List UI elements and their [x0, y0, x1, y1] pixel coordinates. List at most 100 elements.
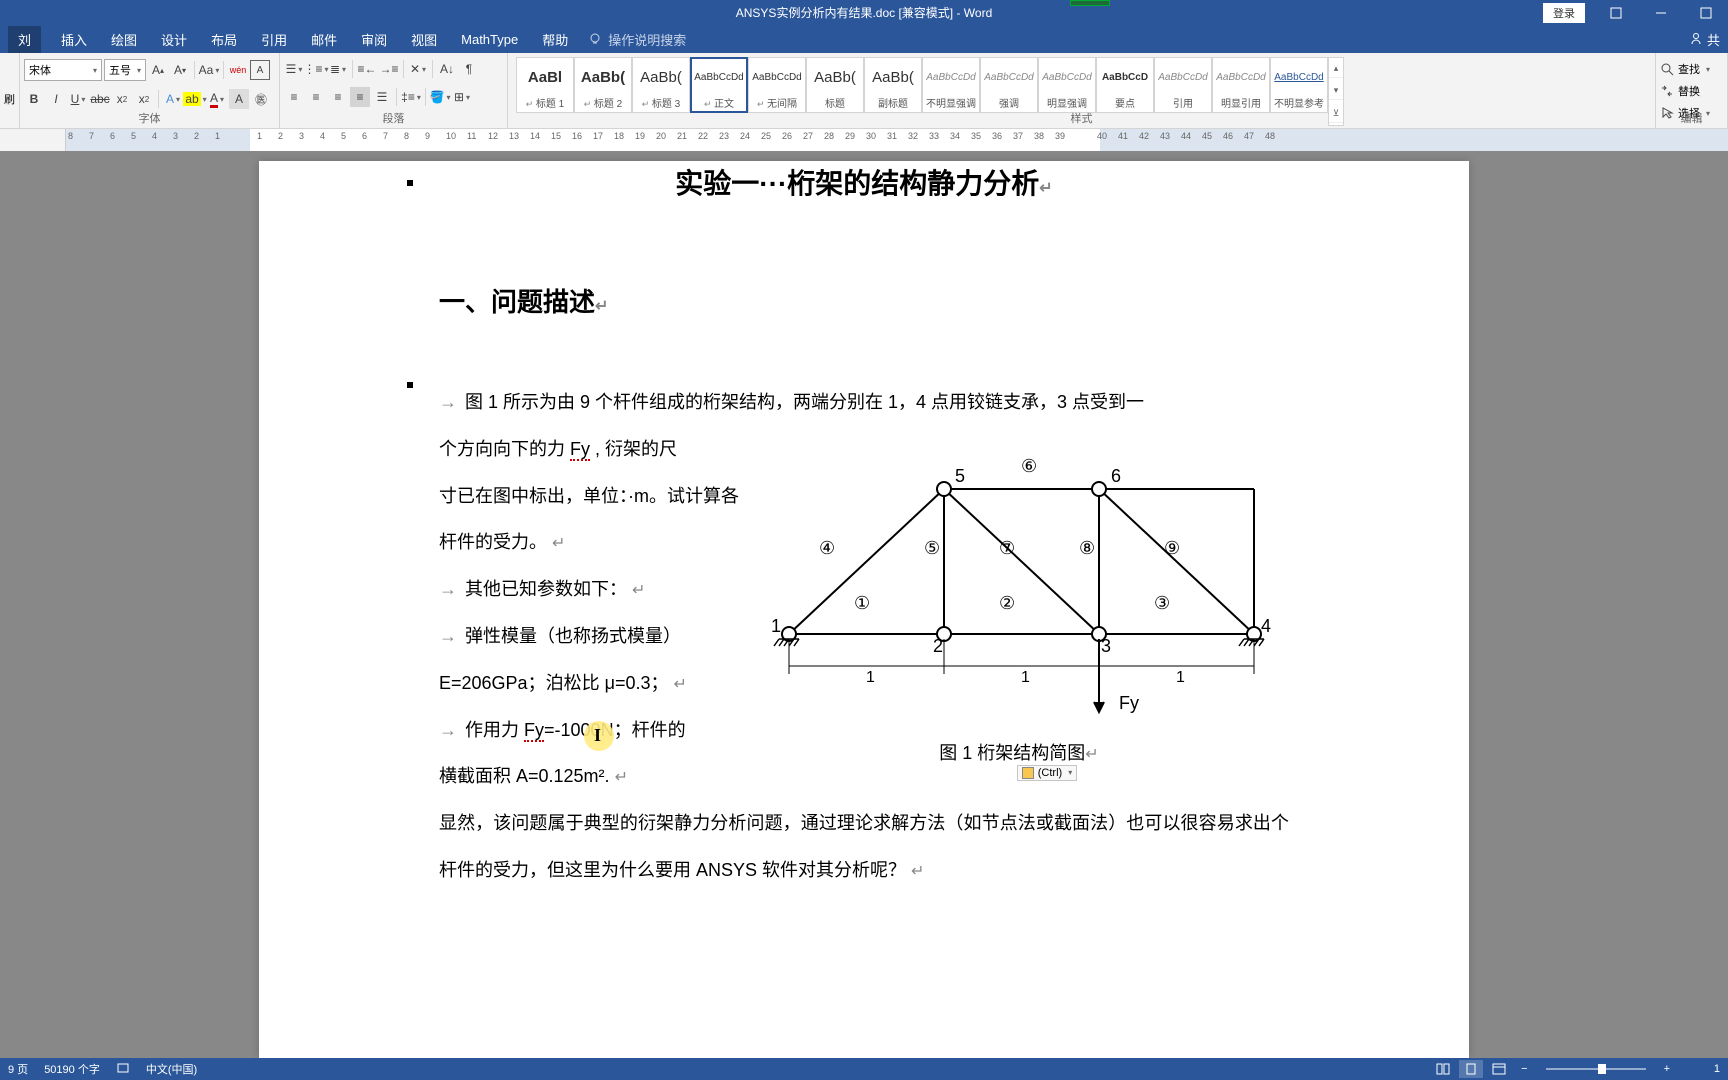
style-item[interactable]: AaBbCcDd不明显强调 [922, 57, 980, 113]
increase-indent-button[interactable]: →≡ [379, 59, 399, 79]
superscript-button[interactable]: x2 [134, 89, 154, 109]
align-center-button[interactable]: ≡ [306, 87, 326, 107]
asian-layout-button[interactable]: ✕▾ [408, 59, 428, 79]
highlight-button[interactable]: ab▾ [185, 89, 205, 109]
zoom-in-button[interactable]: + [1658, 1063, 1676, 1075]
char-shading-button[interactable]: A [229, 89, 249, 109]
style-item[interactable]: AaBb(副标题 [864, 57, 922, 113]
title-bar: ANSYS实例分析内有结果.doc [兼容模式] - Word 登录 [0, 0, 1728, 25]
minimize-button[interactable] [1638, 0, 1683, 25]
style-item[interactable]: AaBbCcDd↵ 正文 [690, 57, 748, 113]
print-layout-button[interactable] [1459, 1060, 1483, 1078]
style-item[interactable]: AaBb(↵ 标题 3 [632, 57, 690, 113]
style-item[interactable]: AaBbCcD要点 [1096, 57, 1154, 113]
underline-button[interactable]: U▾ [68, 89, 88, 109]
italic-button[interactable]: I [46, 89, 66, 109]
doc-paragraph: 横截面积 A=0.125m². ↵ [439, 753, 1289, 800]
font-name-combo[interactable]: 宋体▾ [24, 59, 102, 81]
find-button[interactable]: 查找▾ [1660, 59, 1710, 79]
svg-text:③: ③ [1154, 593, 1170, 613]
file-menu[interactable]: 刘 [8, 26, 41, 53]
paragraph-group: ☰▾ ⋮≡▾ ≣▾ ≡← →≡ ✕▾ A↓ ¶ ≡ ≡ ≡ ≡ ☰ ‡≡▾ [280, 53, 508, 128]
style-item[interactable]: AaBbCcDd引用 [1154, 57, 1212, 113]
format-painter-label: 刷 [4, 91, 15, 107]
style-item[interactable]: AaBbCcDd↵ 无间隔 [748, 57, 806, 113]
menu-mathtype[interactable]: MathType [449, 28, 530, 51]
bullets-button[interactable]: ☰▾ [284, 59, 304, 79]
svg-text:①: ① [854, 593, 870, 613]
ribbon-display-button[interactable] [1593, 0, 1638, 25]
bold-button[interactable]: B [24, 89, 44, 109]
menu-mailings[interactable]: 邮件 [299, 26, 349, 53]
zoom-value[interactable]: 1 [1680, 1063, 1720, 1075]
style-item[interactable]: AaBbCcDd不明显参考 [1270, 57, 1328, 113]
svg-text:6: 6 [1111, 466, 1121, 486]
borders-button[interactable]: ⊞▾ [452, 87, 472, 107]
styles-group-label: 样式 [508, 110, 1655, 126]
login-button[interactable]: 登录 [1543, 3, 1585, 23]
justify-button[interactable]: ≡ [350, 87, 370, 107]
tell-me-search[interactable]: 操作说明搜索 [588, 30, 686, 49]
sort-button[interactable]: A↓ [437, 59, 457, 79]
share-button[interactable]: 共 [1689, 30, 1720, 49]
page[interactable]: 实验一···桁架的结构静力分析↵ 一、问题描述↵ →图 1 所示为由 9 个杆件… [259, 161, 1469, 1058]
style-name: ↵ 标题 2 [584, 95, 622, 110]
horizontal-ruler[interactable]: 8765432112345678910111213141516171819202… [66, 129, 1728, 151]
maximize-button[interactable] [1683, 0, 1728, 25]
change-case-button[interactable]: Aa▾ [199, 60, 219, 80]
lightbulb-icon [588, 32, 602, 46]
web-layout-button[interactable] [1487, 1060, 1511, 1078]
style-item[interactable]: AaBbCcDd强调 [980, 57, 1038, 113]
style-preview: AaBb( [872, 60, 914, 95]
grow-font-button[interactable]: A▴ [148, 60, 168, 80]
align-right-button[interactable]: ≡ [328, 87, 348, 107]
menu-insert[interactable]: 插入 [49, 26, 99, 53]
replace-button[interactable]: 替换 [1660, 81, 1700, 101]
doc-title: 实验一···桁架的结构静力分析↵ [439, 162, 1289, 202]
decrease-indent-button[interactable]: ≡← [357, 59, 377, 79]
menu-design[interactable]: 设计 [149, 26, 199, 53]
document-area[interactable]: 实验一···桁架的结构静力分析↵ 一、问题描述↵ →图 1 所示为由 9 个杆件… [0, 151, 1728, 1058]
enclose-char-button[interactable]: ㊩ [251, 89, 271, 109]
menu-view[interactable]: 视图 [399, 26, 449, 53]
distributed-button[interactable]: ☰ [372, 87, 392, 107]
char-border-button[interactable]: A [250, 60, 270, 80]
zoom-slider[interactable] [1546, 1068, 1646, 1070]
text-effects-button[interactable]: A▾ [163, 89, 183, 109]
ruler-corner [0, 129, 66, 151]
shrink-font-button[interactable]: A▾ [170, 60, 190, 80]
multilevel-button[interactable]: ≣▾ [328, 59, 348, 79]
zoom-out-button[interactable]: − [1515, 1063, 1533, 1075]
page-indicator[interactable]: 9 页 [8, 1061, 28, 1077]
tell-me-label: 操作说明搜索 [608, 30, 686, 49]
line-spacing-button[interactable]: ‡≡▾ [401, 87, 421, 107]
numbering-button[interactable]: ⋮≡▾ [306, 59, 326, 79]
read-mode-button[interactable] [1431, 1060, 1455, 1078]
menu-layout[interactable]: 布局 [199, 26, 249, 53]
style-item[interactable]: AaBbCcDd明显强调 [1038, 57, 1096, 113]
show-marks-button[interactable]: ¶ [459, 59, 479, 79]
font-size-combo[interactable]: 五号▾ [104, 59, 146, 81]
style-item[interactable]: AaBbCcDd明显引用 [1212, 57, 1270, 113]
strikethrough-button[interactable]: abc [90, 89, 110, 109]
style-item[interactable]: AaBb(↵ 标题 2 [574, 57, 632, 113]
spellcheck-icon[interactable] [116, 1061, 130, 1078]
align-left-button[interactable]: ≡ [284, 87, 304, 107]
shading-button[interactable]: 🪣▾ [430, 87, 450, 107]
menu-references[interactable]: 引用 [249, 26, 299, 53]
phonetic-guide-button[interactable]: wén [228, 60, 248, 80]
menu-draw[interactable]: 绘图 [99, 26, 149, 53]
share-label: 共 [1707, 30, 1720, 49]
style-item[interactable]: AaBb(标题 [806, 57, 864, 113]
font-color-button[interactable]: A▾ [207, 89, 227, 109]
menu-help[interactable]: 帮助 [530, 26, 580, 53]
editing-group: 查找▾ 替换 选择▾ 编辑 [1656, 53, 1728, 128]
word-count[interactable]: 50190 个字 [44, 1061, 100, 1077]
menu-review[interactable]: 审阅 [349, 26, 399, 53]
subscript-button[interactable]: x2 [112, 89, 132, 109]
svg-text:1: 1 [771, 616, 781, 636]
language-indicator[interactable]: 中文(中国) [146, 1061, 197, 1077]
search-icon [1660, 62, 1674, 76]
style-preview: AaBbCcD [1102, 60, 1148, 95]
style-item[interactable]: AaBl↵ 标题 1 [516, 57, 574, 113]
